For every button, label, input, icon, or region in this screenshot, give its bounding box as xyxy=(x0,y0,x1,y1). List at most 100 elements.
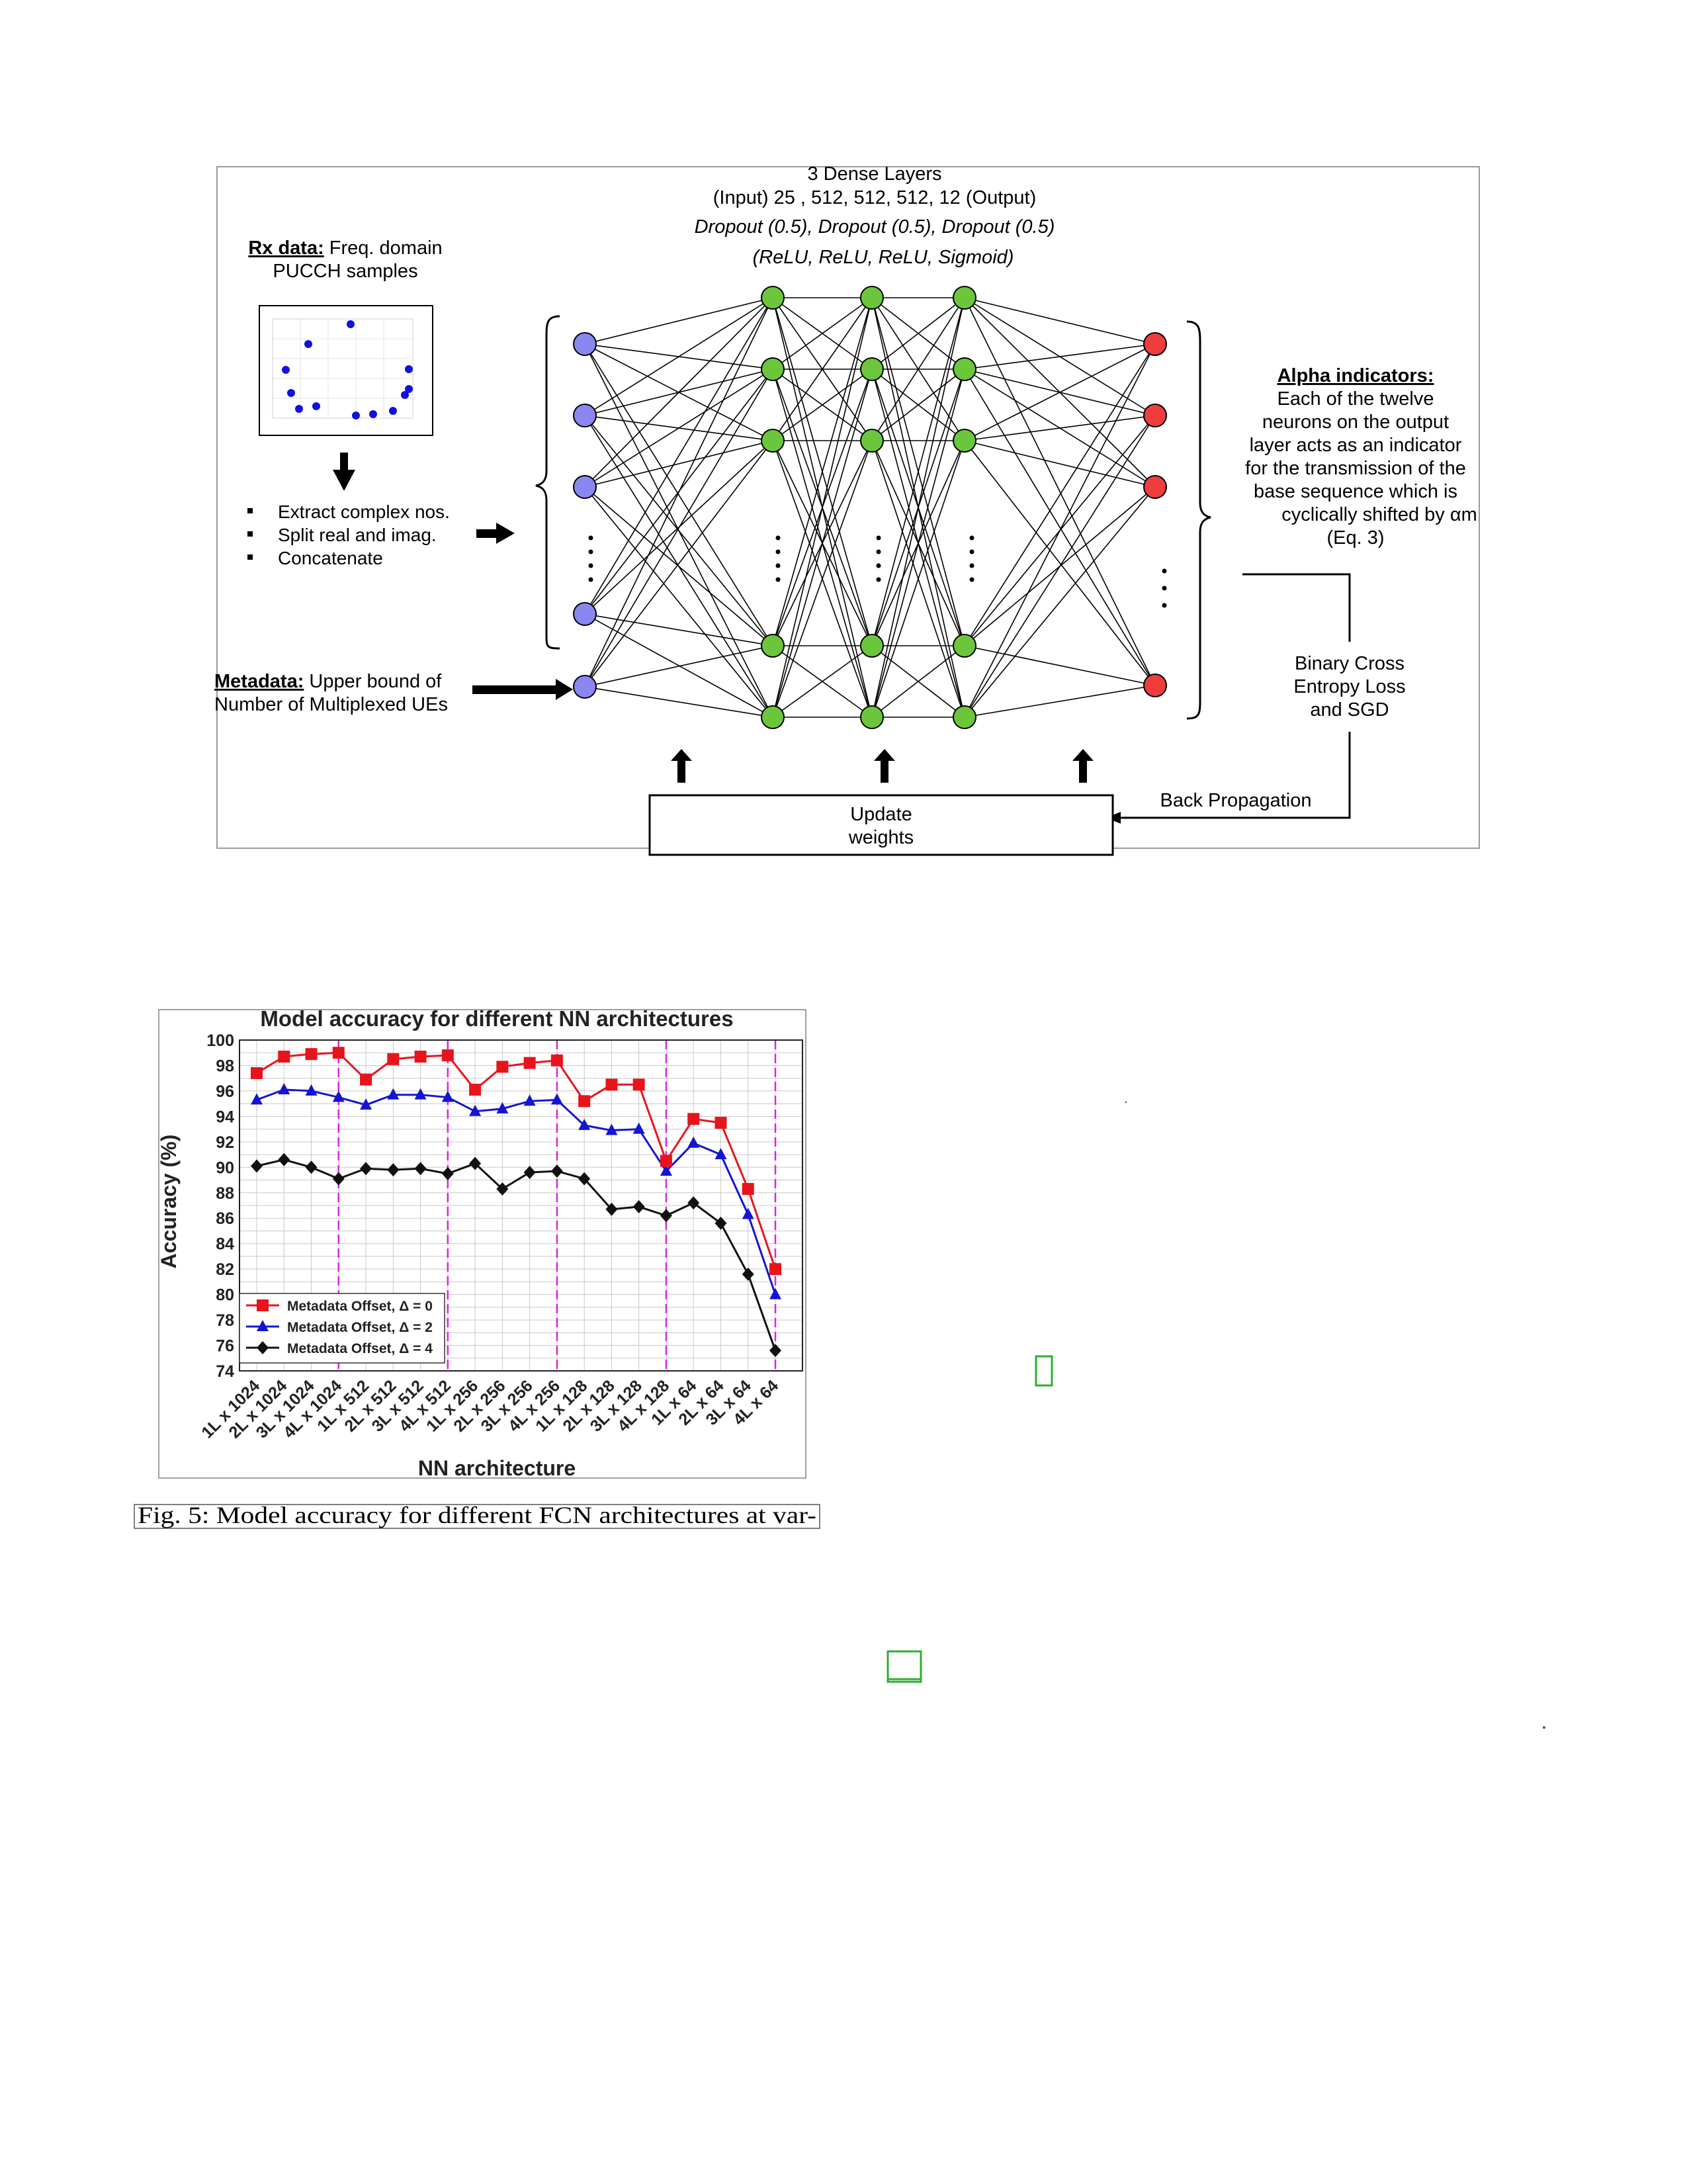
data-point-square xyxy=(414,1051,427,1063)
header-line-4: (ReLU, ReLU, ReLU, Sigmoid) xyxy=(753,247,1014,268)
alpha-line: (Eq. 3) xyxy=(1326,527,1384,548)
up-arrow-icon xyxy=(671,749,692,783)
alpha-line: Each of the twelve xyxy=(1277,388,1434,410)
output-neuron xyxy=(1143,404,1167,427)
alpha-line: base sequence which is xyxy=(1254,481,1457,502)
network-edge xyxy=(772,297,873,646)
metadata-title-rest: Upper bound of xyxy=(304,671,442,692)
constellation-thumbnail xyxy=(259,305,433,436)
data-point-square xyxy=(632,1078,645,1091)
annotation-mark xyxy=(887,1650,922,1683)
network-edge xyxy=(584,297,773,488)
y-tick-label: 98 xyxy=(216,1057,234,1075)
hidden-neuron xyxy=(953,357,976,381)
network-edge xyxy=(584,440,773,687)
data-point-triangle xyxy=(714,1148,727,1160)
stray-dot xyxy=(1125,1101,1127,1104)
y-tick-label: 74 xyxy=(216,1362,234,1381)
network-edge xyxy=(964,369,1156,686)
network-edge xyxy=(964,440,1156,488)
network-edge xyxy=(584,645,773,687)
data-point-diamond xyxy=(714,1216,727,1230)
nn-architecture-diagram: 3 Dense Layers (Input) 25 , 512, 512, 51… xyxy=(214,163,1480,856)
data-point-diamond xyxy=(632,1200,645,1213)
network-edge xyxy=(584,613,773,646)
data-point-diamond xyxy=(523,1166,536,1179)
data-point-triangle xyxy=(687,1136,700,1148)
loss-line: and SGD xyxy=(1310,699,1389,721)
y-axis-ticks: 74 76 78 80 82 84 86 88 90 92 94 96 98 100 xyxy=(206,1031,234,1381)
network-edge xyxy=(871,645,965,718)
output-neuron xyxy=(1143,674,1167,697)
legend-label: Metadata Offset, Δ = 2 xyxy=(287,1320,433,1335)
figure-caption: Fig. 5: Model accuracy for different FCN… xyxy=(138,1502,816,1528)
hidden-neuron xyxy=(953,286,976,310)
header-line-2: (Input) 25 , 512, 512, 512, 12 (Output) xyxy=(713,187,1036,208)
chart-series xyxy=(251,1047,781,1358)
data-point-square xyxy=(742,1183,754,1195)
data-point-triangle xyxy=(660,1164,672,1176)
hidden-neuron xyxy=(953,429,976,453)
data-point-triangle xyxy=(332,1090,345,1102)
data-point-diamond xyxy=(414,1162,427,1176)
data-point-triangle xyxy=(441,1090,454,1102)
bullet-icon xyxy=(247,554,253,560)
right-arrow-icon xyxy=(476,523,515,544)
data-point-diamond xyxy=(360,1162,372,1176)
network-edge xyxy=(584,297,773,416)
data-point-diamond xyxy=(441,1166,454,1180)
data-point-triangle xyxy=(278,1083,290,1094)
loss-line: Binary Cross xyxy=(1295,653,1405,674)
network-edge xyxy=(871,297,965,646)
data-point-square xyxy=(441,1049,454,1062)
y-tick-label: 80 xyxy=(216,1286,234,1305)
metadata-line-2: Number of Multiplexed UEs xyxy=(214,694,448,715)
alpha-line: for the transmission of the xyxy=(1245,458,1466,479)
network-edge xyxy=(584,440,773,488)
hidden-neuron xyxy=(761,705,785,729)
data-point-triangle xyxy=(387,1088,400,1100)
loss-connector-lines xyxy=(1118,573,1351,819)
data-point-triangle xyxy=(496,1102,509,1114)
series-line xyxy=(256,1088,777,1295)
data-point-triangle xyxy=(523,1094,536,1106)
data-point-square xyxy=(251,1067,263,1079)
network-edge xyxy=(584,415,773,646)
alpha-line: neurons on the output xyxy=(1262,412,1449,433)
network-edge xyxy=(964,415,1156,718)
data-point-diamond xyxy=(742,1267,754,1281)
output-neuron xyxy=(1143,475,1167,499)
data-point-square xyxy=(360,1073,372,1086)
bullet-icon xyxy=(247,508,253,513)
data-point-square xyxy=(387,1053,400,1065)
update-weights-line: Update xyxy=(850,804,912,825)
input-neuron xyxy=(573,602,597,626)
series-line xyxy=(256,1158,777,1351)
network-edge xyxy=(964,645,1156,686)
data-point-triangle xyxy=(769,1288,781,1299)
legend-label: Metadata Offset, Δ = 4 xyxy=(287,1341,433,1356)
y-tick-label: 92 xyxy=(216,1133,234,1152)
data-point-triangle xyxy=(414,1088,427,1100)
network-edge xyxy=(584,686,773,718)
rx-data-label: Rx data: Freq. domain xyxy=(248,238,442,259)
chart-legend: Metadata Offset, Δ = 0 Metadata Offset, … xyxy=(239,1293,445,1364)
data-point-square xyxy=(769,1263,781,1276)
data-point-square xyxy=(305,1048,318,1061)
up-arrow-icon xyxy=(1072,749,1094,783)
network-edge xyxy=(871,297,965,718)
network-edge xyxy=(584,297,773,615)
data-point-diamond xyxy=(305,1160,318,1174)
network-neurons xyxy=(573,286,1167,729)
hidden-neuron xyxy=(860,286,884,310)
network-edge xyxy=(871,369,965,718)
network-edge xyxy=(584,297,773,345)
series xyxy=(251,1047,781,1276)
processing-steps-list: Extract complex nos. Split real and imag… xyxy=(247,502,450,568)
data-point-diamond xyxy=(257,1341,269,1354)
data-point-square xyxy=(469,1084,482,1096)
data-point-diamond xyxy=(469,1157,482,1170)
processing-step: Extract complex nos. xyxy=(278,502,450,522)
data-point-diamond xyxy=(387,1163,400,1177)
